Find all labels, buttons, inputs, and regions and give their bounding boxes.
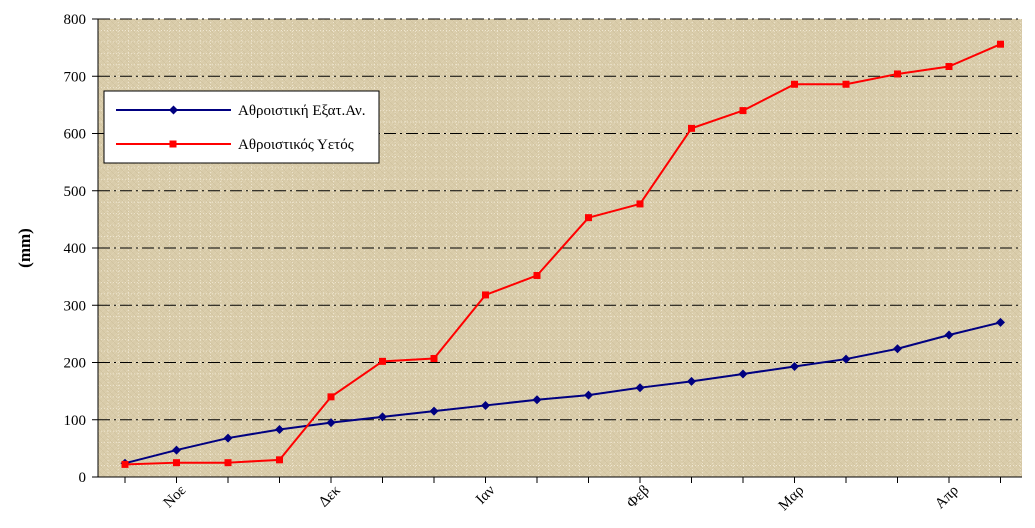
series-layer [120,40,1005,468]
data-point [841,354,851,364]
data-point [276,456,283,464]
x-tick-label: Φεβ [624,483,653,512]
data-point [635,383,645,393]
data-point [842,80,850,88]
legend: Αθροιστική Εξατ.Αν. Αθροιστικός Υετός [103,90,380,164]
data-point [327,393,335,401]
y-tick-label: 800 [64,12,87,28]
data-point [379,357,386,365]
y-tick-label: 100 [64,413,87,429]
data-point [997,40,1004,48]
data-point [223,433,233,443]
legend-label-evap: Αθροιστική Εξατ.Αν. [238,103,366,119]
data-point [790,362,799,372]
data-point [173,459,180,467]
data-point [687,376,696,386]
y-tick-label: 500 [64,184,87,200]
legend-marker-rain [169,140,177,148]
data-point [894,70,901,78]
data-point [636,200,644,208]
data-point [585,214,592,222]
legend-label-rain: Αθροιστικός Υετός [238,137,354,153]
data-point [791,80,798,88]
y-ticks: 0 100 200 300 400 500 600 700 800 [64,12,98,486]
data-point [224,459,232,467]
data-point [945,63,953,71]
y-axis-label: (mm) [15,228,34,268]
x-ticks: Νοε Δεκ Ιαν Φεβ Μαρ Απρ [124,477,1001,515]
data-point [121,460,129,468]
legend-marker-evap [169,105,178,115]
y-tick-label: 600 [64,127,87,143]
data-point [739,107,747,115]
data-point [533,271,541,279]
y-tick-label: 200 [64,356,87,372]
x-tick-label: Μαρ [776,483,808,515]
data-point [172,445,181,455]
data-point [481,400,490,410]
x-tick-label: Δεκ [316,482,344,510]
series-0 [120,317,1005,468]
data-point [482,291,489,299]
data-point [584,390,593,400]
y-tick-label: 400 [64,241,87,257]
data-point [275,424,284,434]
series-line [124,321,1001,465]
y-tick-label: 700 [64,69,87,85]
data-point [378,412,387,422]
x-tick-label: Ιαν [473,482,498,507]
x-tick-label: Νοε [161,483,190,512]
x-tick-label: Απρ [932,483,962,513]
data-point [996,317,1005,327]
data-point [738,369,748,379]
data-point [893,344,902,354]
series-line [124,43,1001,466]
data-point [326,418,336,428]
y-tick-label: 300 [64,298,87,314]
series-1 [121,40,1004,468]
y-tick-label: 0 [79,470,87,486]
data-point [688,124,695,132]
data-point [430,354,438,362]
legend-box [103,90,380,164]
data-point [532,395,542,405]
data-point [944,330,954,340]
data-point [429,406,439,416]
